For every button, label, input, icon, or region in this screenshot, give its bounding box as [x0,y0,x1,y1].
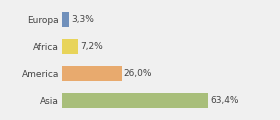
Bar [62,66,122,81]
Text: 26,0%: 26,0% [123,69,152,78]
Text: 7,2%: 7,2% [80,42,103,51]
Text: 3,3%: 3,3% [71,15,94,24]
Text: 63,4%: 63,4% [210,96,238,105]
Bar [62,12,69,27]
Bar [62,93,208,108]
Bar [62,39,78,54]
